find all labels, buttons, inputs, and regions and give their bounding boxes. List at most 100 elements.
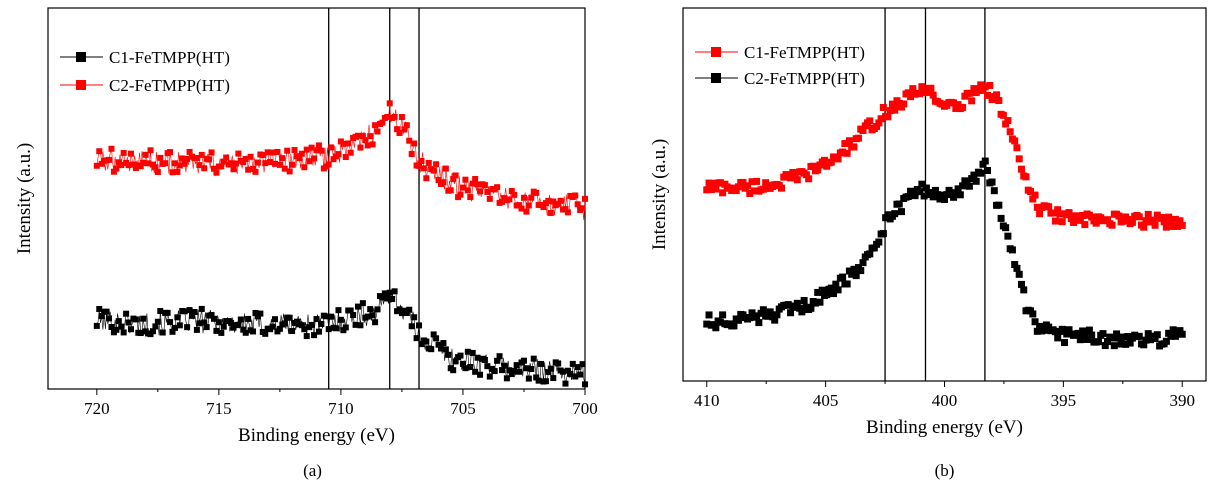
data-point <box>875 119 883 127</box>
data-point <box>511 191 518 198</box>
data-point <box>93 162 100 169</box>
data-point <box>272 316 279 323</box>
data-point <box>712 324 720 332</box>
data-point <box>501 362 508 369</box>
data-point <box>1006 128 1014 136</box>
data-point <box>303 146 310 153</box>
data-point <box>995 201 1003 209</box>
data-point <box>904 193 912 201</box>
data-point <box>814 166 822 174</box>
data-point <box>254 159 261 166</box>
data-point <box>952 190 960 198</box>
data-point <box>137 163 144 170</box>
data-point <box>703 186 711 194</box>
data-point <box>900 100 908 108</box>
data-point <box>1065 209 1073 217</box>
data-point <box>859 126 867 134</box>
data-point <box>130 161 137 168</box>
data-point <box>96 148 103 155</box>
data-point <box>220 158 227 165</box>
data-point <box>972 177 980 185</box>
data-point <box>213 327 220 334</box>
data-point <box>547 365 554 372</box>
data-point <box>369 141 376 148</box>
data-point <box>1135 332 1143 340</box>
data-point <box>1056 210 1064 218</box>
data-point <box>359 133 366 140</box>
data-point <box>920 84 928 92</box>
data-point <box>1011 137 1019 145</box>
data-point <box>897 208 905 216</box>
data-point <box>746 314 754 322</box>
data-point <box>110 168 117 175</box>
data-point <box>843 280 851 288</box>
data-point <box>430 331 437 338</box>
data-point <box>340 140 347 147</box>
data-point <box>1029 310 1037 318</box>
data-point <box>839 148 847 156</box>
data-point <box>703 320 711 328</box>
data-point <box>469 349 476 356</box>
data-point <box>516 368 523 375</box>
data-point <box>154 169 161 176</box>
data-point <box>542 378 549 385</box>
data-point <box>716 318 724 326</box>
data-point <box>420 165 427 172</box>
data-point <box>416 162 423 169</box>
data-point <box>977 169 985 177</box>
data-point <box>252 168 259 175</box>
data-point <box>525 375 532 382</box>
data-point <box>545 197 552 204</box>
data-point <box>834 286 842 294</box>
data-point <box>269 149 276 156</box>
data-point <box>959 103 967 111</box>
data-point <box>574 201 581 208</box>
data-point <box>959 182 967 190</box>
data-point <box>154 318 161 325</box>
data-point <box>988 178 996 186</box>
data-point <box>1049 209 1057 217</box>
data-point <box>850 143 858 151</box>
data-point <box>934 191 942 199</box>
data-point <box>579 205 586 212</box>
data-point <box>108 324 115 331</box>
data-point <box>555 360 562 367</box>
data-point <box>208 311 215 318</box>
data-point <box>764 312 772 320</box>
data-point <box>1036 322 1044 330</box>
data-point <box>328 313 335 320</box>
data-point <box>1158 214 1166 222</box>
data-point <box>533 374 540 381</box>
data-point <box>954 185 962 193</box>
x-tick-label: 715 <box>206 399 232 418</box>
data-point <box>979 86 987 94</box>
data-point <box>582 195 588 202</box>
x-tick-label: 720 <box>84 399 110 418</box>
data-point <box>821 156 829 164</box>
data-point <box>562 380 569 387</box>
data-point <box>157 308 164 315</box>
legend-label: C1-FeTMPP(HT) <box>744 43 865 62</box>
data-point <box>491 368 498 375</box>
data-point <box>1002 224 1010 232</box>
data-point <box>396 306 403 313</box>
data-point <box>802 171 810 179</box>
data-point <box>798 308 806 316</box>
data-point <box>313 147 320 154</box>
data-point <box>442 346 449 353</box>
data-point <box>800 297 808 305</box>
data-point <box>1167 218 1175 226</box>
data-point <box>968 175 976 183</box>
data-point <box>474 181 481 188</box>
data-point <box>406 137 413 144</box>
data-point <box>198 151 205 158</box>
data-point <box>981 83 989 91</box>
data-point <box>1045 203 1053 211</box>
data-point <box>374 128 381 135</box>
data-point <box>986 81 994 89</box>
data-point <box>127 326 134 333</box>
data-point <box>103 308 110 315</box>
data-point <box>1040 326 1048 334</box>
data-point <box>793 176 801 184</box>
data-point <box>210 315 217 322</box>
